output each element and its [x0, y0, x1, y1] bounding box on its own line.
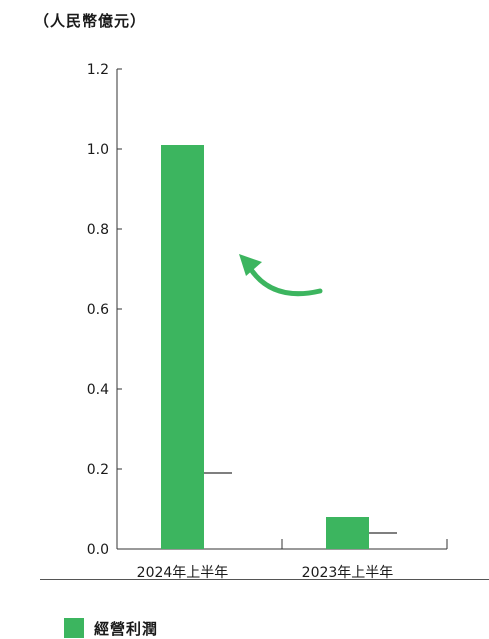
- y-tick-label: 0.0: [87, 542, 109, 558]
- legend-separator: [40, 579, 489, 580]
- y-tick-label: 0.8: [87, 222, 109, 238]
- y-tick-label: 1.2: [87, 62, 109, 78]
- bar-0: [161, 145, 204, 549]
- chart-axes: [116, 68, 448, 550]
- bar-1: [326, 517, 369, 549]
- unit-label: （人民幣億元）: [34, 12, 147, 30]
- y-tick-labels: 0.0 0.2 0.4 0.6 0.8 1.0 1.2: [87, 62, 109, 558]
- operating-profit-bar-chart: 0.0 0.2 0.4 0.6 0.8 1.0 1.2 2024年上半年 2023年上半年: [87, 62, 448, 580]
- x-category-label: 2023年上半年: [302, 565, 394, 580]
- y-tick-label: 0.2: [87, 462, 109, 478]
- curved-arrow-head: [239, 254, 262, 276]
- x-category-label: 2024年上半年: [137, 565, 229, 580]
- y-tick-label: 1.0: [87, 142, 109, 158]
- y-tick-label: 0.6: [87, 302, 109, 318]
- legend: 經營利潤: [64, 618, 158, 638]
- legend-label-operating-profit: 經營利潤: [94, 619, 159, 638]
- curved-arrow-shaft: [247, 265, 323, 297]
- legend-swatch: [64, 618, 84, 638]
- chart-annotations: [204, 254, 397, 534]
- x-category-labels: 2024年上半年 2023年上半年: [137, 565, 394, 580]
- y-tick-label: 0.4: [87, 382, 109, 398]
- chart-bars: [161, 145, 369, 549]
